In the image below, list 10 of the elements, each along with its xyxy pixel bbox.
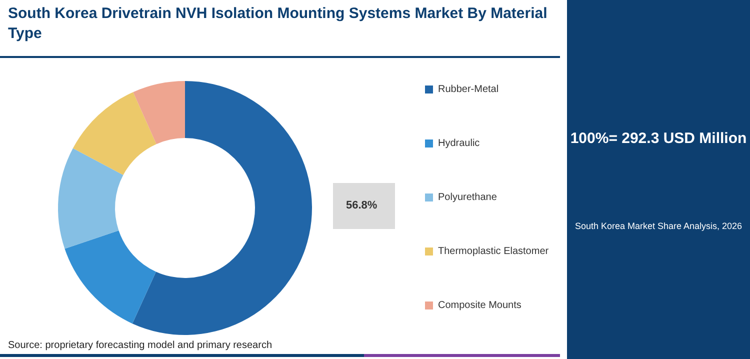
text: South Korea Market Share Analysis, 2026 [574, 221, 744, 231]
source-note: Source: proprietary forecasting model and primary research [8, 340, 272, 351]
legend-label: Rubber-Metal [438, 84, 499, 95]
legend-label: Hydraulic [438, 138, 480, 149]
legend-label: Composite Mounts [438, 300, 522, 311]
legend-label: Thermoplastic Elastomer [438, 246, 550, 257]
legend-label: Polyurethane [438, 192, 498, 203]
chart-title: South Korea Drivetrain NVH Isolation Mounting Systems Market By Material Type [8, 4, 548, 44]
text: 100%= 292.3 USD Million [569, 129, 748, 149]
data-label: 56.8% [346, 200, 378, 212]
